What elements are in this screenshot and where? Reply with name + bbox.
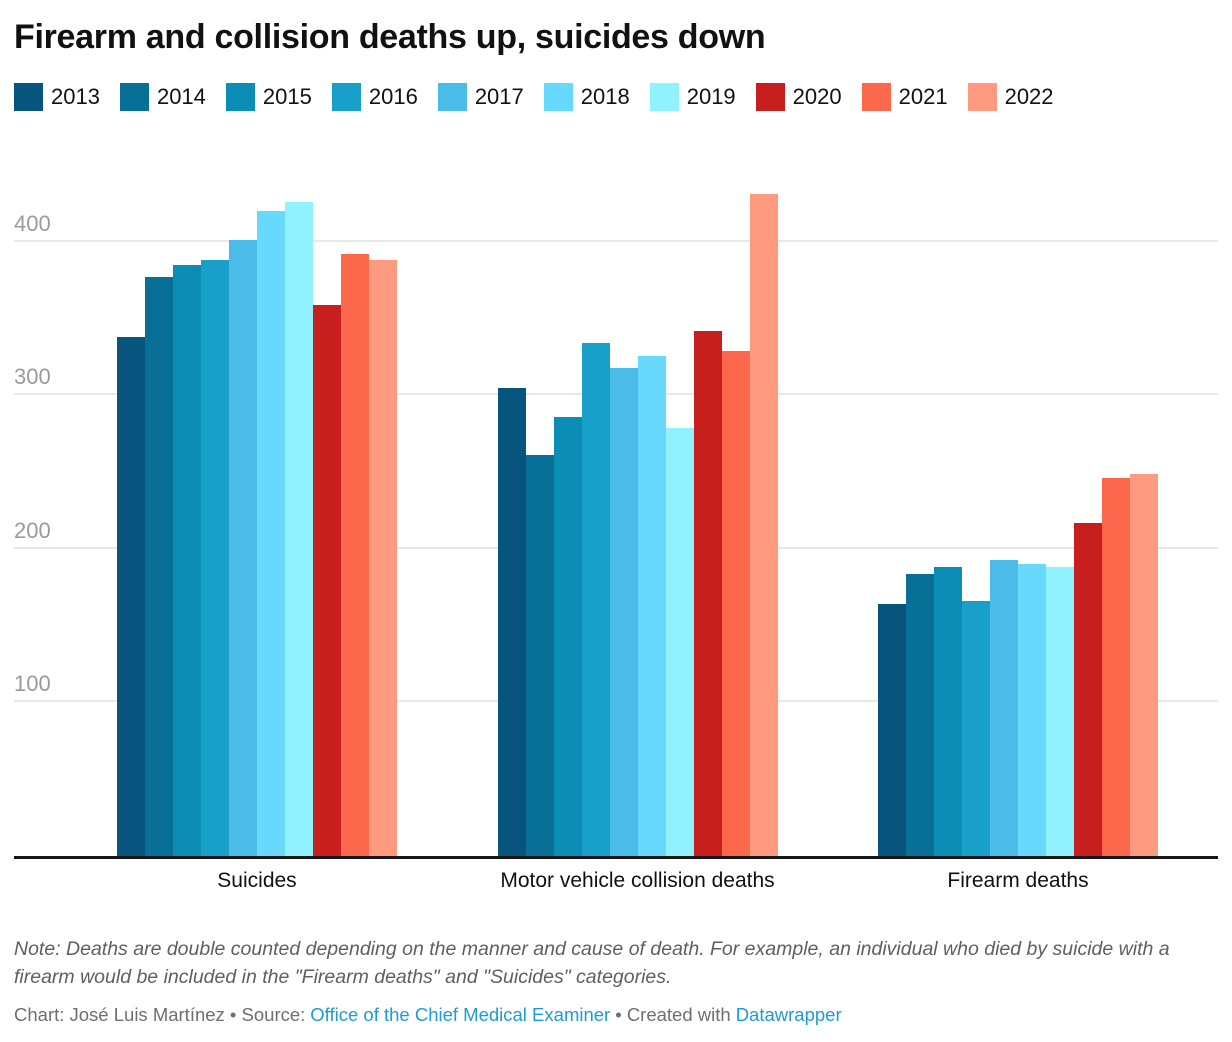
legend-item-2016: 2016 (331, 82, 418, 111)
legend-item-2017: 2017 (437, 82, 524, 111)
legend-item-2014: 2014 (119, 82, 206, 111)
bar-2014-firearm-deaths (906, 573, 934, 856)
gridline-400 (14, 239, 1218, 242)
bar-group-motor-vehicle-collision-deaths (497, 193, 778, 856)
bar-2016-suicides (201, 259, 229, 856)
bar-2021-suicides (341, 253, 369, 856)
legend-year-label: 2013 (51, 83, 100, 109)
bar-2013-suicides (117, 336, 145, 856)
bar-2017-motor-vehicle-collision-deaths (609, 367, 638, 856)
legend-swatch-2019 (649, 82, 679, 111)
legend-item-2020: 2020 (755, 82, 842, 111)
category-label-motor-vehicle-collision-deaths: Motor vehicle collision deaths (500, 868, 775, 892)
legend-item-2015: 2015 (225, 82, 312, 111)
y-tick-label-400: 400 (14, 210, 51, 236)
bar-2021-motor-vehicle-collision-deaths (721, 350, 750, 856)
bar-2019-motor-vehicle-collision-deaths (665, 427, 694, 856)
plot-area: 100 200 300 400 (14, 156, 1218, 859)
legend-swatch-2014 (119, 82, 149, 111)
legend-item-2013: 2013 (14, 82, 100, 111)
legend-swatch-2018 (543, 82, 573, 111)
bar-2020-firearm-deaths (1074, 522, 1102, 856)
bar-2020-suicides (313, 304, 341, 856)
bar-2015-firearm-deaths (934, 566, 962, 856)
legend-year-label: 2021 (898, 83, 948, 109)
legend-year-label: 2022 (1004, 83, 1054, 109)
y-tick-label-100: 100 (14, 670, 51, 696)
legend-item-2019: 2019 (649, 82, 736, 111)
bar-2018-firearm-deaths (1018, 563, 1046, 856)
note-text: Note: Deaths are double counted dependin… (14, 937, 1170, 989)
bar-group-suicides (117, 201, 397, 856)
source-link[interactable]: Office of the Chief Medical Examiner (310, 1004, 611, 1026)
legend-item-2018: 2018 (543, 82, 630, 111)
bar-2013-motor-vehicle-collision-deaths (497, 387, 526, 856)
bar-2020-motor-vehicle-collision-deaths (693, 330, 722, 856)
bar-2014-motor-vehicle-collision-deaths (525, 454, 554, 856)
bar-2022-suicides (369, 259, 397, 856)
datawrapper-link[interactable]: Datawrapper (735, 1004, 842, 1026)
bar-2016-firearm-deaths (962, 600, 990, 856)
bar-2014-suicides (145, 276, 173, 856)
byline-created-with: • Created with (615, 1004, 731, 1026)
legend-swatch-2017 (437, 82, 467, 111)
category-label-firearm-deaths: Firearm deaths (947, 868, 1089, 892)
bar-2018-suicides (257, 210, 285, 856)
bar-group-firearm-deaths (878, 473, 1158, 856)
bar-2013-firearm-deaths (878, 603, 906, 856)
y-tick-label-300: 300 (14, 363, 51, 389)
legend-item-2021: 2021 (861, 82, 948, 111)
bar-2022-firearm-deaths (1130, 473, 1158, 856)
bar-2019-firearm-deaths (1046, 566, 1074, 856)
bar-2021-firearm-deaths (1102, 477, 1130, 856)
bar-2017-suicides (229, 239, 257, 856)
byline: Chart: José Luis Martínez • Source: Offi… (14, 1004, 1218, 1026)
bar-2019-suicides (285, 201, 313, 856)
byline-chart-credit: Chart: José Luis Martínez • Source: (14, 1004, 306, 1026)
bar-2017-firearm-deaths (990, 559, 1018, 856)
bar-2015-motor-vehicle-collision-deaths (553, 416, 582, 856)
bar-2015-suicides (173, 264, 201, 856)
legend-year-label: 2019 (686, 83, 736, 109)
bar-2016-motor-vehicle-collision-deaths (581, 342, 610, 856)
legend-swatch-2013 (14, 82, 43, 111)
legend-swatch-2020 (755, 82, 785, 111)
legend-year-label: 2020 (792, 83, 842, 109)
category-axis: Suicides Motor vehicle collision deaths Fi… (14, 859, 1218, 893)
legend-year-label: 2014 (156, 83, 206, 109)
legend: 2013 2014 2015 2016 2017 2018 2019 2020 2021 2022 (14, 82, 1218, 111)
category-label-suicides: Suicides (217, 868, 297, 892)
legend-item-2022: 2022 (967, 82, 1054, 111)
legend-year-label: 2018 (580, 83, 630, 109)
legend-year-label: 2016 (368, 83, 418, 109)
bar-2022-motor-vehicle-collision-deaths (749, 193, 778, 856)
legend-swatch-2015 (225, 82, 255, 111)
bar-2018-motor-vehicle-collision-deaths (637, 355, 666, 856)
x-axis-baseline (14, 855, 1218, 859)
y-tick-label-200: 200 (14, 517, 51, 543)
legend-year-label: 2015 (262, 83, 312, 109)
footer: Note: Deaths are double counted dependin… (14, 935, 1218, 1027)
legend-swatch-2021 (861, 82, 891, 111)
chart-title: Firearm and collision deaths up, suicide… (14, 18, 766, 56)
legend-swatch-2016 (331, 82, 361, 111)
legend-year-label: 2017 (474, 83, 524, 109)
bar-groups (14, 156, 1218, 856)
legend-swatch-2022 (967, 82, 997, 111)
